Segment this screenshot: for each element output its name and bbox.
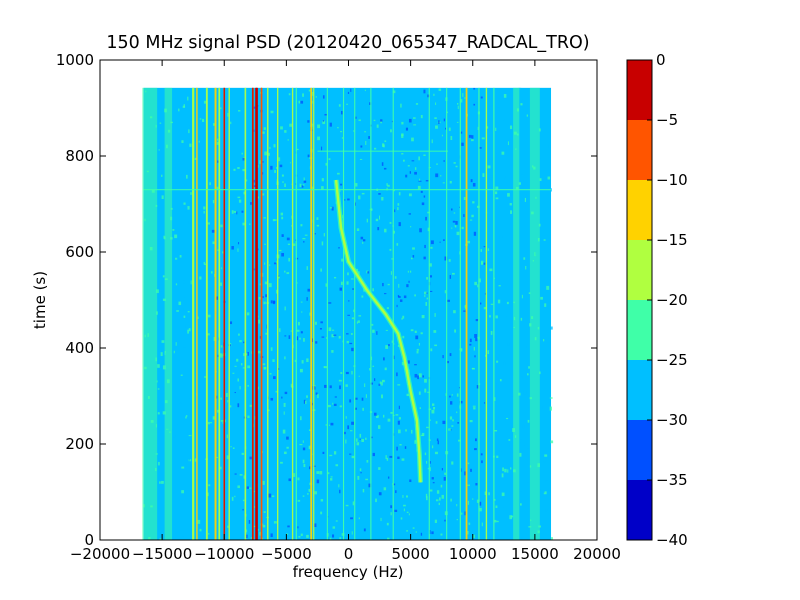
x-tick-label: −20000 (70, 545, 130, 563)
colorbar-band-1 (627, 420, 652, 480)
carrier-28 (478, 87, 480, 540)
x-tick-label: −10000 (194, 545, 254, 563)
x-tick-label: 15000 (511, 545, 559, 563)
colorbar-band-0 (627, 480, 652, 540)
heatmap-carriers (142, 87, 540, 540)
carrier-3 (196, 87, 198, 540)
carrier-30 (493, 87, 495, 540)
x-tick-label: 0 (344, 545, 354, 563)
carrier-16 (295, 87, 297, 540)
carrier-23 (392, 87, 394, 540)
carrier-core-10 (252, 87, 254, 540)
x-tick-label: 20000 (573, 545, 621, 563)
colorbar-tick-label: −40 (656, 531, 688, 549)
colorbar-band-5 (627, 180, 652, 240)
carrier-1 (164, 87, 173, 540)
heatmap-floor (143, 87, 552, 540)
y-tick-label: 200 (65, 435, 94, 453)
y-tick-label: 800 (65, 147, 94, 165)
carrier-24 (428, 87, 430, 540)
carrier-19 (326, 87, 328, 540)
y-tick-label: 1000 (56, 51, 94, 69)
carrier-2 (192, 87, 195, 540)
heatmap-background (143, 87, 554, 540)
carrier-13 (266, 87, 269, 540)
colorbar-band-3 (627, 300, 652, 360)
colorbar-tick-label: −5 (656, 111, 678, 129)
carrier-17 (310, 87, 313, 540)
y-tick-label: 400 (65, 339, 94, 357)
carrier-29 (485, 87, 488, 540)
y-tick-label: 0 (84, 531, 94, 549)
carrier-27 (465, 87, 468, 540)
x-tick-label: 5000 (392, 545, 430, 563)
carrier-26 (459, 87, 461, 540)
colorbar-tick-label: −30 (656, 411, 688, 429)
colorbar-tick-label: −20 (656, 291, 688, 309)
colorbar-tick-label: −10 (656, 171, 688, 189)
colorbar-tick-label: −25 (656, 351, 688, 369)
colorbar-band-2 (627, 360, 652, 420)
carrier-core-12 (261, 87, 263, 540)
carrier-0 (142, 87, 158, 540)
colorbar-tick-label: 0 (656, 51, 666, 69)
carrier-core-11 (255, 87, 258, 540)
carrier-core-7 (223, 87, 225, 540)
carrier-18 (313, 87, 315, 540)
carrier-14 (276, 87, 279, 540)
chart-title: 150 MHz signal PSD (20120420_065347_RADC… (106, 33, 589, 53)
heatmap-drifting-signal (333, 179, 424, 483)
y-tick-label: 600 (65, 243, 94, 261)
carrier-8 (228, 87, 230, 540)
carrier-21 (354, 87, 356, 540)
carrier-15 (291, 87, 294, 540)
colorbar-band-4 (627, 240, 652, 300)
plot-area (142, 87, 554, 540)
x-tick-label: −15000 (132, 545, 192, 563)
x-tick-label: −5000 (261, 545, 312, 563)
carrier-22 (370, 87, 372, 540)
colorbar (627, 60, 652, 540)
carrier-9 (244, 87, 247, 540)
colorbar-tick-label: −35 (656, 471, 688, 489)
colorbar-band-7 (627, 60, 652, 120)
colorbar-ticks: 0 −5 −10 −15 −20 −25 −30 −35 −40 (647, 51, 688, 549)
colorbar-tick-label: −15 (656, 231, 688, 249)
y-axis-ticks: 0 200 400 600 800 1000 (56, 51, 597, 549)
heatmap-horizontal-lines (143, 150, 552, 191)
carrier-31 (513, 87, 520, 540)
drift-trace (334, 179, 422, 483)
carrier-5 (214, 87, 217, 540)
carrier-25 (446, 87, 448, 540)
y-axis-label: time (s) (31, 271, 49, 329)
carrier-20 (342, 87, 345, 540)
x-axis-ticks: −20000 −15000 −10000 −5000 0 5000 10000 15000 20… (70, 60, 621, 563)
x-axis-label: frequency (Hz) (293, 563, 404, 581)
colorbar-band-6 (627, 120, 652, 180)
carrier-4 (205, 87, 208, 540)
carrier-32 (529, 87, 540, 540)
x-tick-label: 10000 (449, 545, 497, 563)
carrier-6 (218, 87, 221, 540)
